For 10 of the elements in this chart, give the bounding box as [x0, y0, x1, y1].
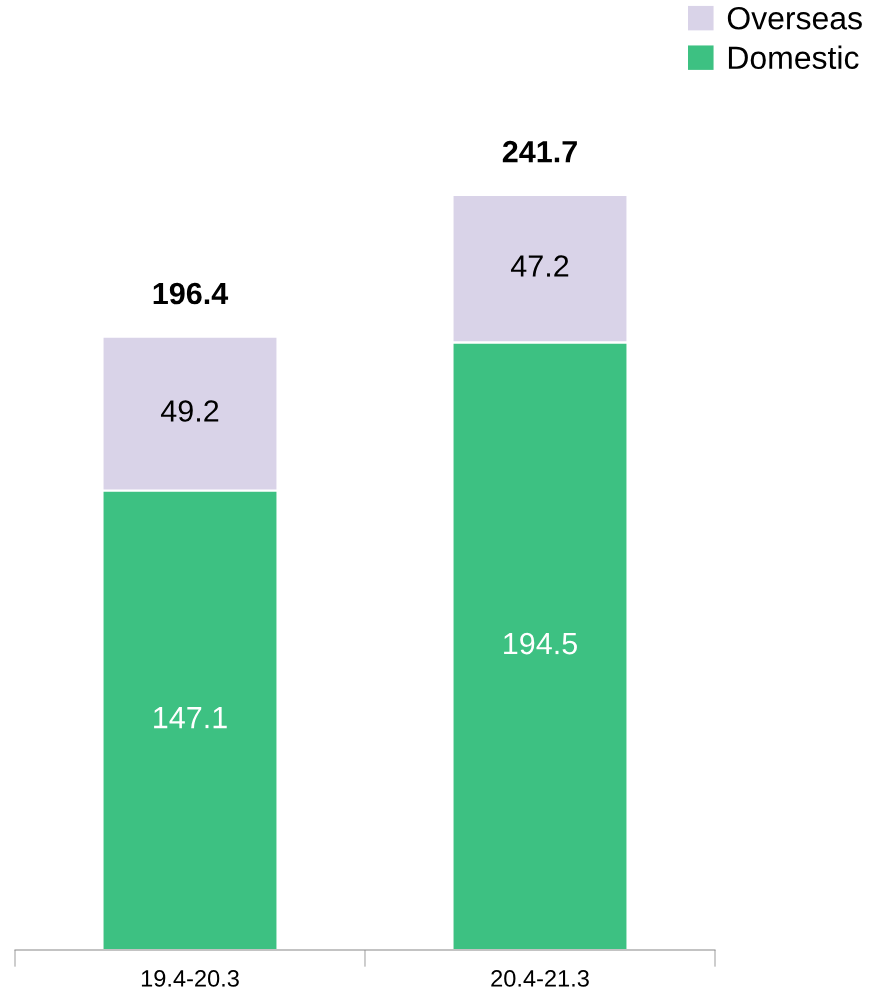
- total-label: 196.4: [153, 282, 229, 305]
- data-label: 47.2: [510, 255, 569, 277]
- data-label: 194.5: [504, 632, 577, 655]
- legend-label: Overseas: [727, 6, 862, 30]
- data-label: 147.1: [154, 707, 227, 729]
- x-tick-label: 20.4-21.3: [491, 970, 589, 987]
- total-label: 241.7: [502, 140, 577, 163]
- data-label: 49.2: [160, 400, 219, 422]
- legend-label: Domestic: [728, 45, 859, 70]
- x-tick-label: 19.4-20.3: [141, 970, 239, 987]
